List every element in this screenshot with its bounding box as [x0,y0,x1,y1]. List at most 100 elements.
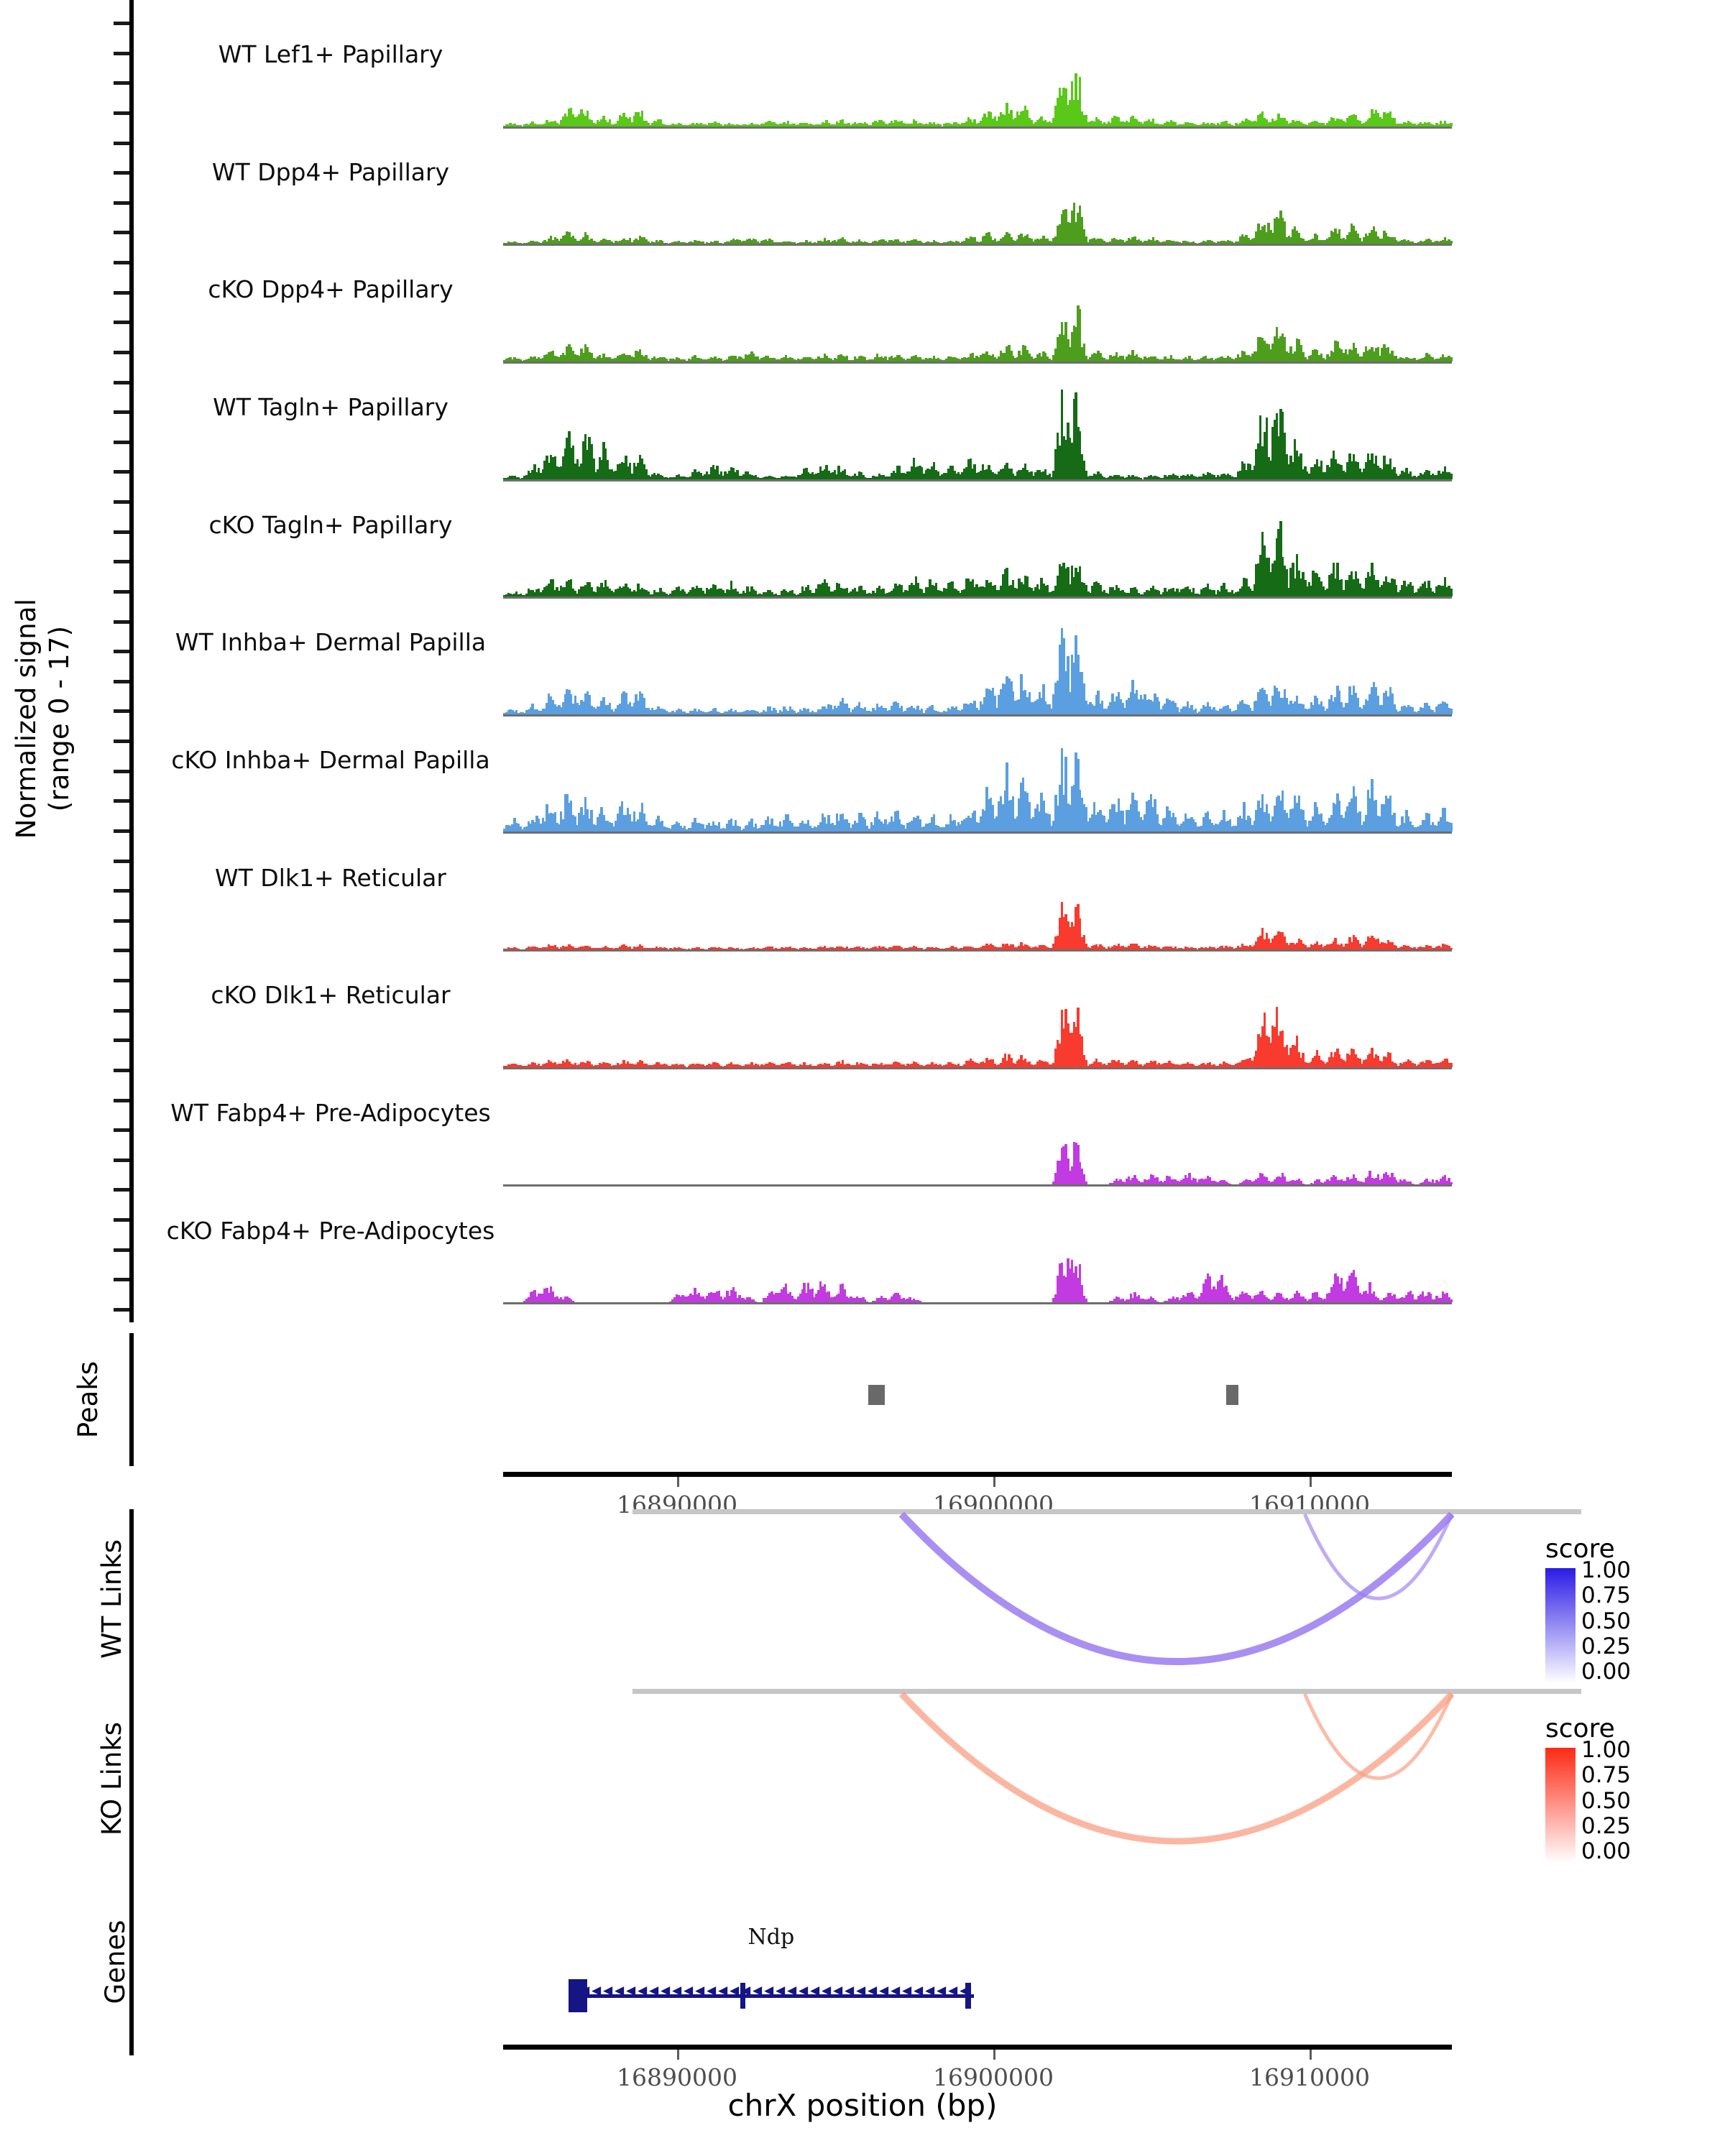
coverage-bar [694,709,696,714]
coverage-bar [785,476,788,479]
coverage-bar [1350,798,1353,832]
coverage-bar [724,829,727,832]
coverage-bar [1006,232,1008,244]
coverage-bar [941,827,944,832]
coverage-bar [1265,344,1268,361]
coverage-bar [1431,948,1435,950]
coverage-bar [661,948,664,950]
coverage-bar [875,704,879,714]
gene-exon[interactable] [569,1979,588,2012]
coverage-bar [566,346,569,361]
coverage-bar [1048,241,1052,244]
link-arc[interactable] [1303,1513,1454,1600]
coverage-bar [1034,472,1037,479]
coverage-bar [1008,344,1011,361]
gene-exon[interactable] [740,1983,745,2009]
coverage-bar [1044,945,1047,950]
coverage-bar [548,462,551,479]
coverage-bar [1064,1276,1067,1302]
coverage-bar [1230,1065,1233,1067]
gene-exon[interactable] [965,1983,971,2009]
coverage-bar [1348,1055,1351,1067]
coverage-bar [1062,87,1065,126]
coverage-bar [1326,122,1329,126]
coverage-bar [894,1292,897,1302]
coverage-bar [865,825,869,832]
coverage-bar [1072,1022,1075,1067]
coverage-bar [1202,122,1205,126]
coverage-bar [1125,240,1128,244]
coverage-bar [1310,586,1312,597]
coverage-bar [1237,1297,1240,1302]
coverage-bar [671,123,674,126]
coverage-bar [1395,124,1398,126]
coverage-bar [837,465,840,479]
link-arc[interactable] [899,1691,1455,1845]
coverage-bar [788,476,792,479]
coverage-bar [768,1292,771,1302]
coverage-bar [1223,1061,1225,1067]
coverage-bar [716,947,719,950]
coverage-bar [722,712,725,714]
coverage-bar [1156,946,1159,950]
coverage-bar [529,1064,533,1067]
coverage-bar [807,1283,810,1302]
link-arc[interactable] [1303,1692,1454,1780]
coverage-bar [957,124,960,126]
coverage-bar [667,712,670,714]
peak-marker[interactable] [1225,1385,1238,1405]
coverage-bar [1151,476,1154,479]
coverage-bar [969,946,972,950]
coverage-bar [875,587,879,597]
coverage-bar [543,946,546,950]
coverage-bar [1275,538,1279,597]
coverage-bar [1194,359,1197,361]
coverage-y-tick [114,1278,129,1282]
coverage-bar [1176,476,1179,479]
coverage-bar [523,712,526,714]
coverage-y-tick [114,201,129,205]
coverage-bar [665,476,668,479]
coverage-bar [1362,589,1366,597]
coverage-bar [582,946,585,950]
coverage-bar [548,1293,551,1302]
coverage-bar [590,238,593,244]
coverage-bar [519,826,522,832]
coverage-bar [1070,442,1074,479]
coverage-bar [616,589,620,597]
coverage-bar [833,124,837,126]
coverage-bar [531,590,534,597]
coverage-bar [1411,123,1414,126]
coverage-bar [1198,594,1201,597]
coverage-bar [1358,1181,1361,1185]
coverage-bar [791,242,794,244]
coverage-bar [1101,1064,1104,1067]
coverage-bar [726,948,729,950]
coverage-bar [1226,1291,1230,1302]
coverage-bar [1409,241,1412,244]
coverage-bar [1190,1063,1193,1067]
peak-marker[interactable] [868,1385,885,1405]
coverage-bar [574,696,577,714]
coverage-bar [842,356,845,361]
coverage-bar [570,945,573,950]
coverage-bar [1202,1062,1205,1067]
coverage-bar [931,359,934,361]
coverage-bar [1342,818,1346,832]
ko-links-panel [129,1689,1725,1869]
coverage-bar [1131,1297,1134,1302]
coverage-bar [1058,224,1062,244]
link-arc[interactable] [898,1511,1455,1665]
coverage-bar [1346,1281,1349,1302]
coverage-bar [1356,1286,1359,1302]
coverage-bar [793,594,796,597]
coverage-bar [758,477,761,479]
coverage-bar [1413,947,1416,950]
coverage-bar [845,1296,849,1302]
coverage-bar [1389,686,1392,714]
coverage-bar [1374,800,1378,832]
coverage-bar [919,709,921,714]
coverage-bar [736,826,739,832]
coverage-bar [827,586,830,597]
coverage-bar [732,1286,735,1302]
